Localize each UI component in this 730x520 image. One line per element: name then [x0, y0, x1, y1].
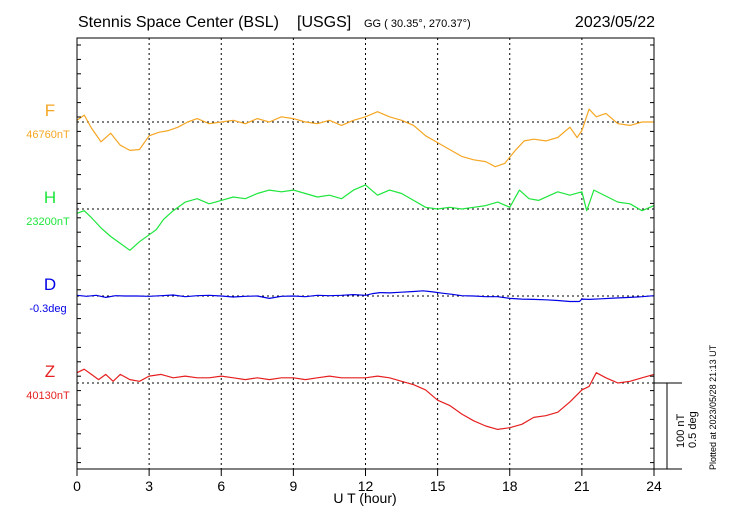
- series-baseline-f: 46760nT: [26, 129, 70, 141]
- series-layer: [76, 108, 655, 430]
- x-tick-label: 24: [646, 478, 662, 494]
- series-line-z: [76, 368, 655, 430]
- series-name-f: F: [45, 101, 55, 120]
- x-tick-label: 12: [358, 478, 374, 494]
- axis-layer: 0 3 6 9 12 15 18 21 24: [73, 44, 662, 494]
- series-baseline-z: 40130nT: [26, 390, 70, 402]
- grid-layer: [77, 38, 654, 469]
- series-line-h: [76, 184, 655, 251]
- series-line-d: [76, 290, 655, 303]
- series-baseline-h: 23200nT: [26, 216, 70, 228]
- coordinates-label: GG ( 30.35°, 270.37°): [364, 18, 471, 30]
- series-baseline-d: -0.3deg: [29, 303, 66, 315]
- x-tick-label: 6: [217, 478, 225, 494]
- series-name-d: D: [44, 275, 56, 294]
- station-title: Stennis Space Center (BSL): [78, 14, 279, 31]
- label-layer: F 46760nT H 23200nT D -0.3deg Z 40130nT: [26, 101, 70, 402]
- network-label: [USGS]: [297, 14, 351, 31]
- x-tick-label: 15: [430, 478, 446, 494]
- x-tick-label: 21: [574, 478, 590, 494]
- x-axis-label: U T (hour): [333, 490, 396, 506]
- date-label: 2023/05/22: [575, 14, 655, 31]
- plotted-at-note: Plotted at 2023/05/28 21:13 UT: [708, 344, 718, 470]
- plot-frame: [76, 37, 655, 470]
- scale-bar-deg: 0.5 deg: [687, 411, 699, 448]
- x-tick-label: 18: [502, 478, 518, 494]
- x-tick-label: 9: [289, 478, 297, 494]
- x-tick-label: 3: [145, 478, 153, 494]
- scale-bar-nt: 100 nT: [675, 413, 687, 448]
- x-tick-label: 0: [73, 478, 81, 494]
- scale-bar: 100 nT 0.5 deg: [654, 382, 699, 470]
- series-line-f: [76, 108, 654, 168]
- series-name-h: H: [44, 188, 56, 207]
- series-name-z: Z: [45, 362, 55, 381]
